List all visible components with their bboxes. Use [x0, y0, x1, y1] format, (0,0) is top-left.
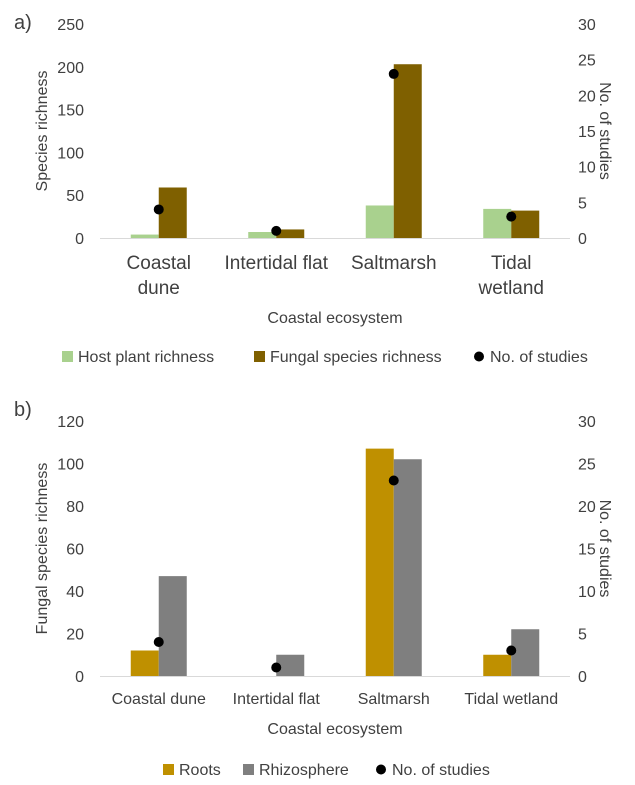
y-tick-label: 100 — [57, 145, 84, 162]
legend-label: No. of studies — [392, 762, 490, 779]
legend-swatch — [243, 764, 254, 775]
study-count-point — [271, 225, 282, 236]
legend-item: No. of studies — [376, 762, 490, 779]
legend-swatch — [376, 764, 386, 775]
bar — [511, 629, 540, 676]
bar — [393, 64, 422, 239]
legend-label: Fungal species richness — [270, 349, 442, 366]
y-right-tick-label: 15 — [578, 542, 596, 559]
legend-item: Rhizosphere — [243, 762, 349, 779]
y-right-tick-label: 10 — [578, 584, 596, 601]
legend-label: Roots — [179, 762, 221, 779]
y-right-tick-label: 30 — [578, 414, 596, 431]
category-label: Saltmarsh — [358, 691, 430, 708]
panel-label: a) — [14, 12, 32, 34]
y-tick-label: 100 — [57, 457, 84, 474]
x-axis-title: Coastal ecosystem — [267, 721, 402, 738]
legend-label: Rhizosphere — [259, 762, 349, 779]
bar — [248, 232, 277, 238]
study-count-point — [153, 204, 164, 215]
legend-swatch — [62, 351, 73, 362]
y-tick-label: 0 — [75, 231, 84, 248]
panel-label: b) — [14, 399, 32, 421]
bar — [365, 448, 394, 676]
y-right-tick-label: 25 — [578, 457, 596, 474]
study-count-point — [153, 637, 164, 647]
y-tick-label: 150 — [57, 103, 84, 120]
bar — [483, 208, 512, 238]
y-right-tick-label: 10 — [578, 160, 596, 177]
category-label: Coastal dune — [112, 691, 206, 708]
y-tick-label: 120 — [57, 414, 84, 431]
y-tick-label: 200 — [57, 60, 84, 77]
y-tick-label: 250 — [57, 17, 84, 34]
category-label: Saltmarsh — [351, 253, 437, 274]
legend-item: Roots — [163, 762, 221, 779]
y-tick-label: 50 — [66, 188, 84, 205]
y-tick-label: 80 — [66, 499, 84, 516]
chart-panel-1: b) 0 20 40 60 80 100 120 0 5 10 15 20 25 30 Coastal dun… — [14, 399, 613, 779]
y-right-axis-title: No. of studies — [596, 82, 613, 180]
study-count-point — [388, 68, 399, 79]
y-right-tick-label: 0 — [578, 669, 587, 686]
bar — [276, 654, 305, 676]
y-tick-label: 0 — [75, 669, 84, 686]
bar — [158, 187, 187, 238]
y-right-tick-label: 25 — [578, 53, 596, 70]
legend-item: No. of studies — [474, 349, 588, 366]
bar — [130, 234, 159, 238]
category-label: Tidal wetland — [464, 691, 558, 708]
category-label: Intertidal flat — [225, 253, 329, 274]
y-tick-label: 60 — [66, 542, 84, 559]
y-right-tick-label: 30 — [578, 17, 596, 34]
y-tick-label: 40 — [66, 584, 84, 601]
bar — [130, 650, 159, 676]
bar — [158, 576, 187, 676]
study-count-point — [271, 662, 282, 673]
y-right-tick-label: 5 — [578, 627, 587, 644]
study-count-point — [506, 211, 517, 222]
y-right-axis-title: No. of studies — [596, 500, 613, 598]
bar — [483, 654, 512, 676]
legend-item: Host plant richness — [62, 349, 214, 366]
category-label: Intertidal flat — [233, 691, 321, 708]
legend-label: No. of studies — [490, 349, 588, 366]
category-label: Tidal wetland — [478, 253, 545, 299]
y-right-tick-label: 15 — [578, 124, 596, 141]
y-right-tick-label: 20 — [578, 88, 596, 105]
y-right-tick-label: 0 — [578, 231, 587, 248]
y-axis-title: Fungal species richness — [34, 463, 51, 635]
bar — [276, 229, 305, 238]
study-count-point — [388, 475, 399, 486]
y-right-tick-label: 20 — [578, 499, 596, 516]
y-right-tick-label: 5 — [578, 195, 587, 212]
chart-panel-0: a) 0 50 100 150 200 250 0 5 10 15 20 25 30 Coastal dune… — [14, 12, 613, 366]
study-count-point — [506, 645, 517, 656]
y-axis-title: Species richness — [34, 71, 51, 192]
bar — [365, 205, 394, 238]
bar — [393, 459, 422, 676]
x-axis-title: Coastal ecosystem — [267, 310, 402, 327]
y-tick-label: 20 — [66, 627, 84, 644]
legend-item: Fungal species richness — [254, 349, 442, 366]
category-label: Coastal dune — [127, 253, 191, 299]
legend-swatch — [254, 351, 265, 362]
legend-label: Host plant richness — [78, 349, 214, 366]
legend-swatch — [163, 764, 174, 775]
legend-swatch — [474, 351, 484, 362]
